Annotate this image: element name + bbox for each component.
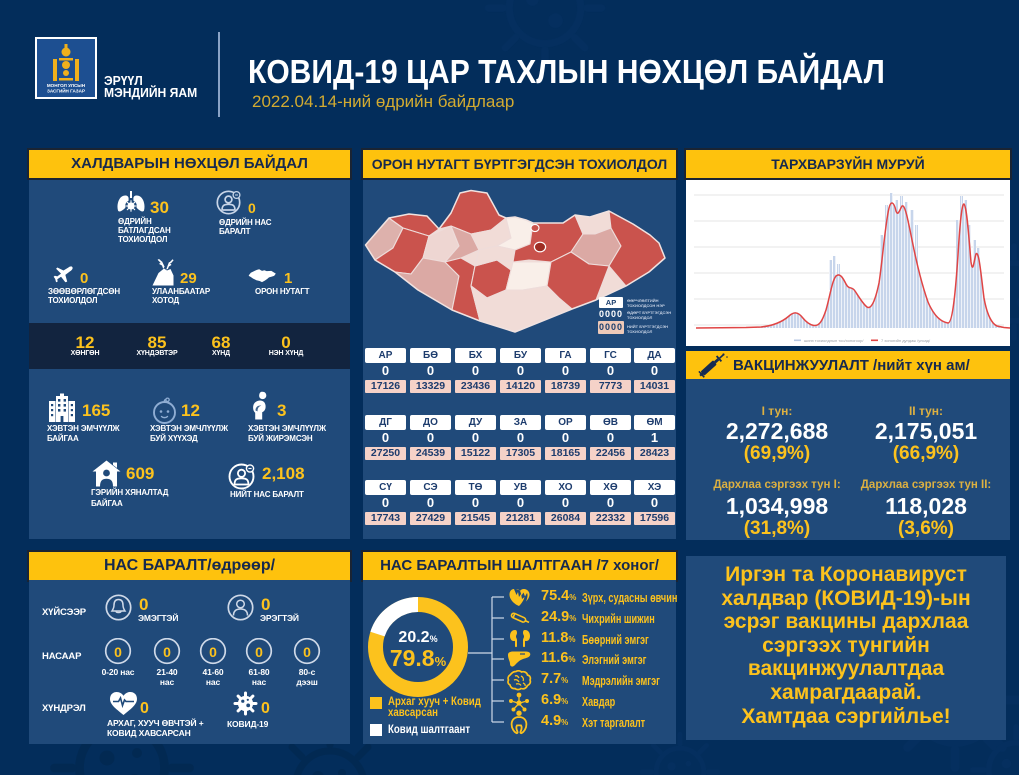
svg-text:МОНГОЛ УЛСЫН: МОНГОЛ УЛСЫН — [47, 83, 86, 88]
svg-text:7 хоногийн дундаж /улсад/: 7 хоногийн дундаж /улсад/ — [881, 338, 931, 343]
svg-text:ЗАСГИЙН ГАЗАР: ЗАСГИЙН ГАЗАР — [47, 87, 85, 94]
svg-text:шинэ тохиолдлын тоо/хоногоор/: шинэ тохиолдлын тоо/хоногоор/ — [804, 338, 864, 343]
